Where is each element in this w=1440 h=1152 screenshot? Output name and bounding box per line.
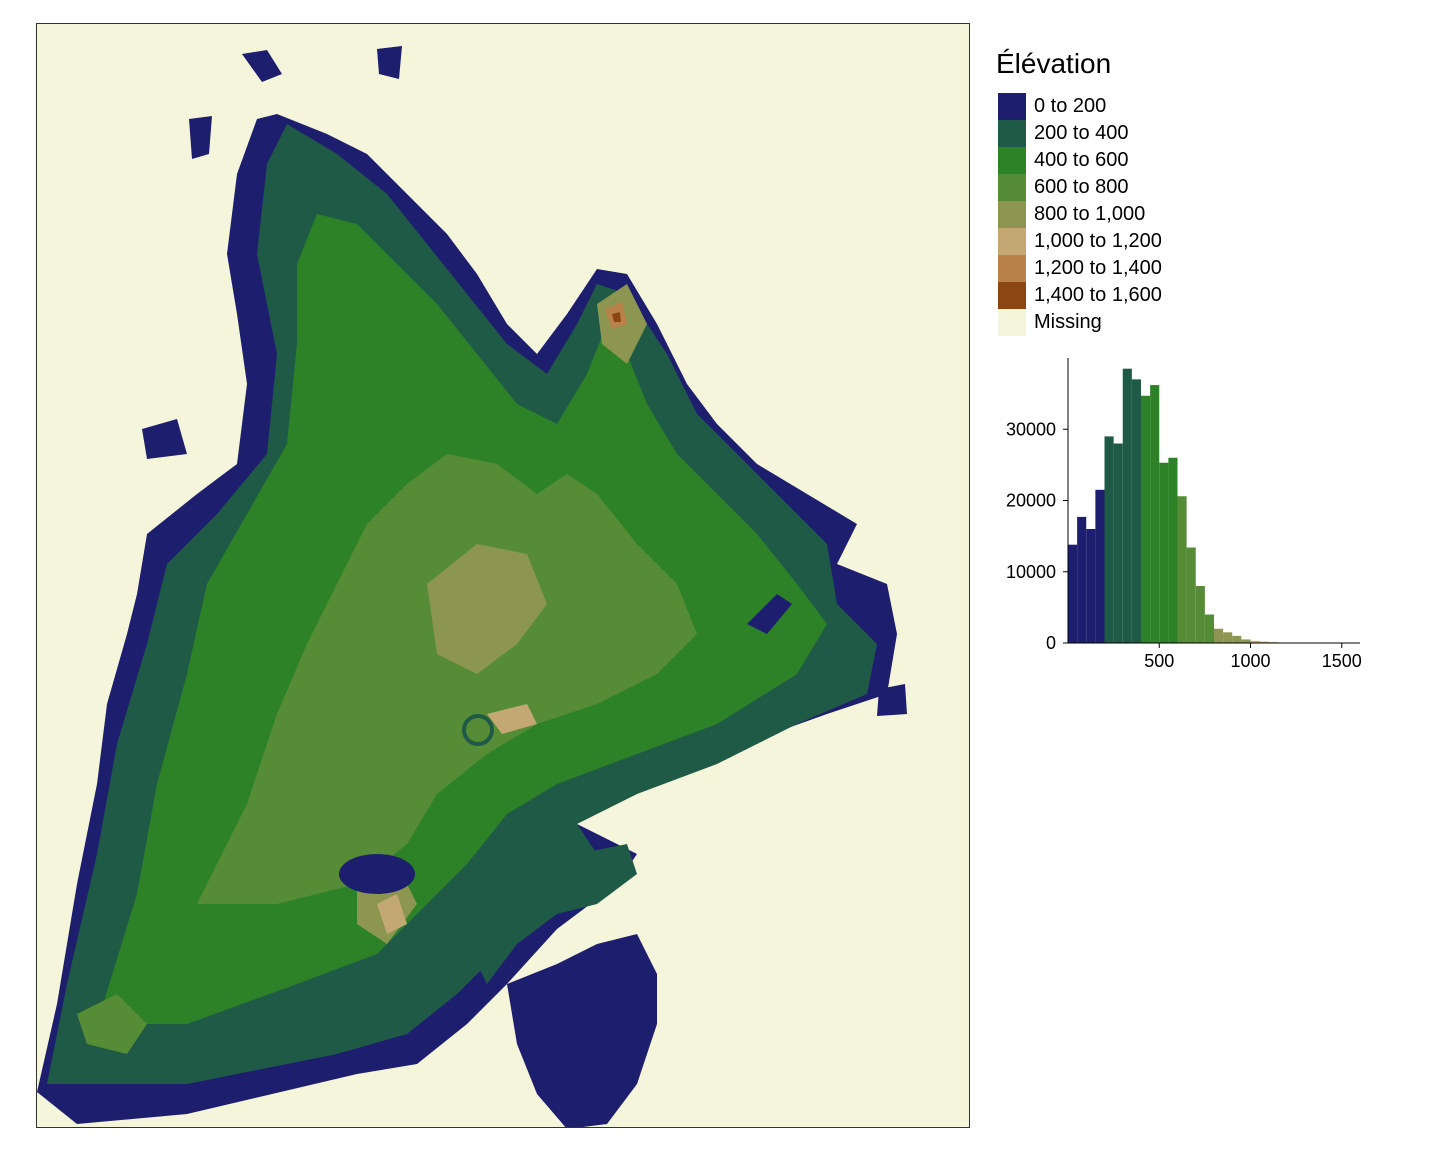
- histogram-bar: [1113, 443, 1123, 643]
- map-anticosti: [877, 684, 907, 716]
- histogram-bar: [1232, 635, 1242, 643]
- histogram-bar: [1177, 496, 1187, 643]
- elevation-map: [36, 23, 970, 1128]
- legend-label: 0 to 200: [1034, 95, 1107, 117]
- map-island-north: [242, 50, 282, 82]
- histogram-x-tick-label: 500: [1144, 651, 1174, 671]
- legend-swatch: [998, 228, 1026, 255]
- histogram-bar: [1095, 489, 1105, 643]
- histogram-bar: [1186, 547, 1196, 643]
- histogram-y-tick-label: 0: [1046, 633, 1056, 653]
- map-island-nw: [189, 116, 212, 159]
- histogram-bar: [1223, 632, 1233, 643]
- legend-label: 400 to 600: [1034, 149, 1129, 171]
- legend-label: 1,000 to 1,200: [1034, 230, 1162, 252]
- histogram-bar: [1214, 628, 1224, 643]
- legend-swatch: [998, 282, 1026, 309]
- legend-title: Élévation: [996, 48, 1112, 79]
- map-islands-west: [142, 419, 187, 459]
- histogram-bar: [1068, 544, 1078, 643]
- map-region-1000-to-1200: [487, 704, 537, 734]
- legend-label: 1,400 to 1,600: [1034, 284, 1162, 306]
- histogram-x-tick-label: 1000: [1230, 651, 1270, 671]
- histogram-bar: [1195, 586, 1205, 643]
- map-region-1000-to-1200-b: [377, 894, 407, 934]
- histogram-y-tick-label: 30000: [1006, 419, 1056, 439]
- histogram-bar: [1241, 639, 1251, 643]
- legend-label: 1,200 to 1,400: [1034, 257, 1162, 279]
- elevation-histogram: 0 10000 20000 30000 500 1000 1500: [1006, 358, 1362, 671]
- elevation-map-canvas: [37, 24, 969, 1127]
- histogram-bar: [1168, 457, 1178, 643]
- histogram-bar: [1141, 395, 1151, 643]
- map-smallwood-reservoir: [747, 594, 792, 634]
- histogram-y-tick-label: 10000: [1006, 562, 1056, 582]
- legend-swatch: [998, 255, 1026, 282]
- legend-swatch: [998, 174, 1026, 201]
- histogram-bar: [1104, 436, 1114, 643]
- map-region-1400-to-1600: [612, 312, 621, 322]
- legend-label: 600 to 800: [1034, 176, 1129, 198]
- map-region-800-to-1000: [427, 544, 547, 674]
- histogram-bar: [1077, 516, 1087, 643]
- histogram-bar: [1131, 379, 1141, 643]
- legend-swatch: [998, 309, 1026, 336]
- map-manicouagan-reservoir: [462, 714, 494, 746]
- map-gaspe-peninsula: [467, 844, 637, 984]
- histogram-bar: [1250, 640, 1260, 643]
- histogram-bar: [1204, 614, 1214, 643]
- legend-swatch: [998, 147, 1026, 174]
- legend-swatch: [998, 93, 1026, 120]
- histogram-y-tick-label: 20000: [1006, 491, 1056, 511]
- histogram-bar: [1086, 529, 1096, 643]
- legend-swatch: [998, 201, 1026, 228]
- map-region-600-to-800: [197, 454, 697, 904]
- legend-label: Missing: [1034, 311, 1102, 333]
- map-highland-west: [77, 994, 147, 1054]
- map-south-lowland: [507, 934, 657, 1127]
- legend-swatch: [998, 120, 1026, 147]
- map-lake-saint-jean: [339, 854, 415, 894]
- map-island-far-north: [377, 46, 402, 79]
- legend-label: 800 to 1,000: [1034, 203, 1146, 225]
- histogram-x-tick-label: 1500: [1322, 651, 1362, 671]
- legend-label: 200 to 400: [1034, 122, 1129, 144]
- histogram-bar: [1159, 462, 1169, 643]
- histogram-bar: [1150, 385, 1160, 643]
- histogram-bar: [1122, 368, 1132, 643]
- histogram-bar: [1259, 641, 1269, 643]
